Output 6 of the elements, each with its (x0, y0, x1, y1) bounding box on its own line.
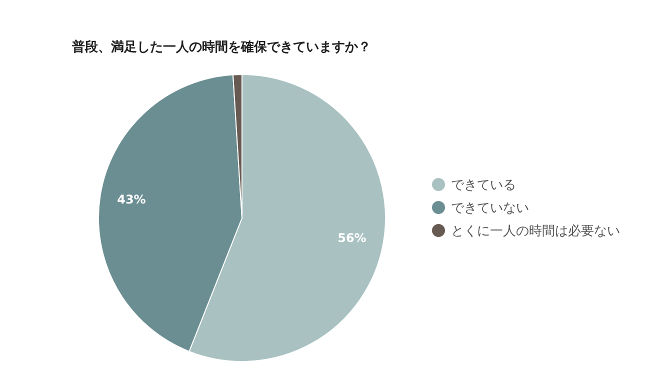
legend-label: できていない (451, 200, 529, 217)
chart-title: 普段、満足した一人の時間を確保できていますか？ (72, 38, 371, 56)
data-label: 43% (117, 192, 146, 207)
data-label: 56% (338, 231, 366, 246)
legend-label: とくに一人の時間は必要ない (451, 223, 620, 240)
legend-label: できている (451, 177, 516, 194)
